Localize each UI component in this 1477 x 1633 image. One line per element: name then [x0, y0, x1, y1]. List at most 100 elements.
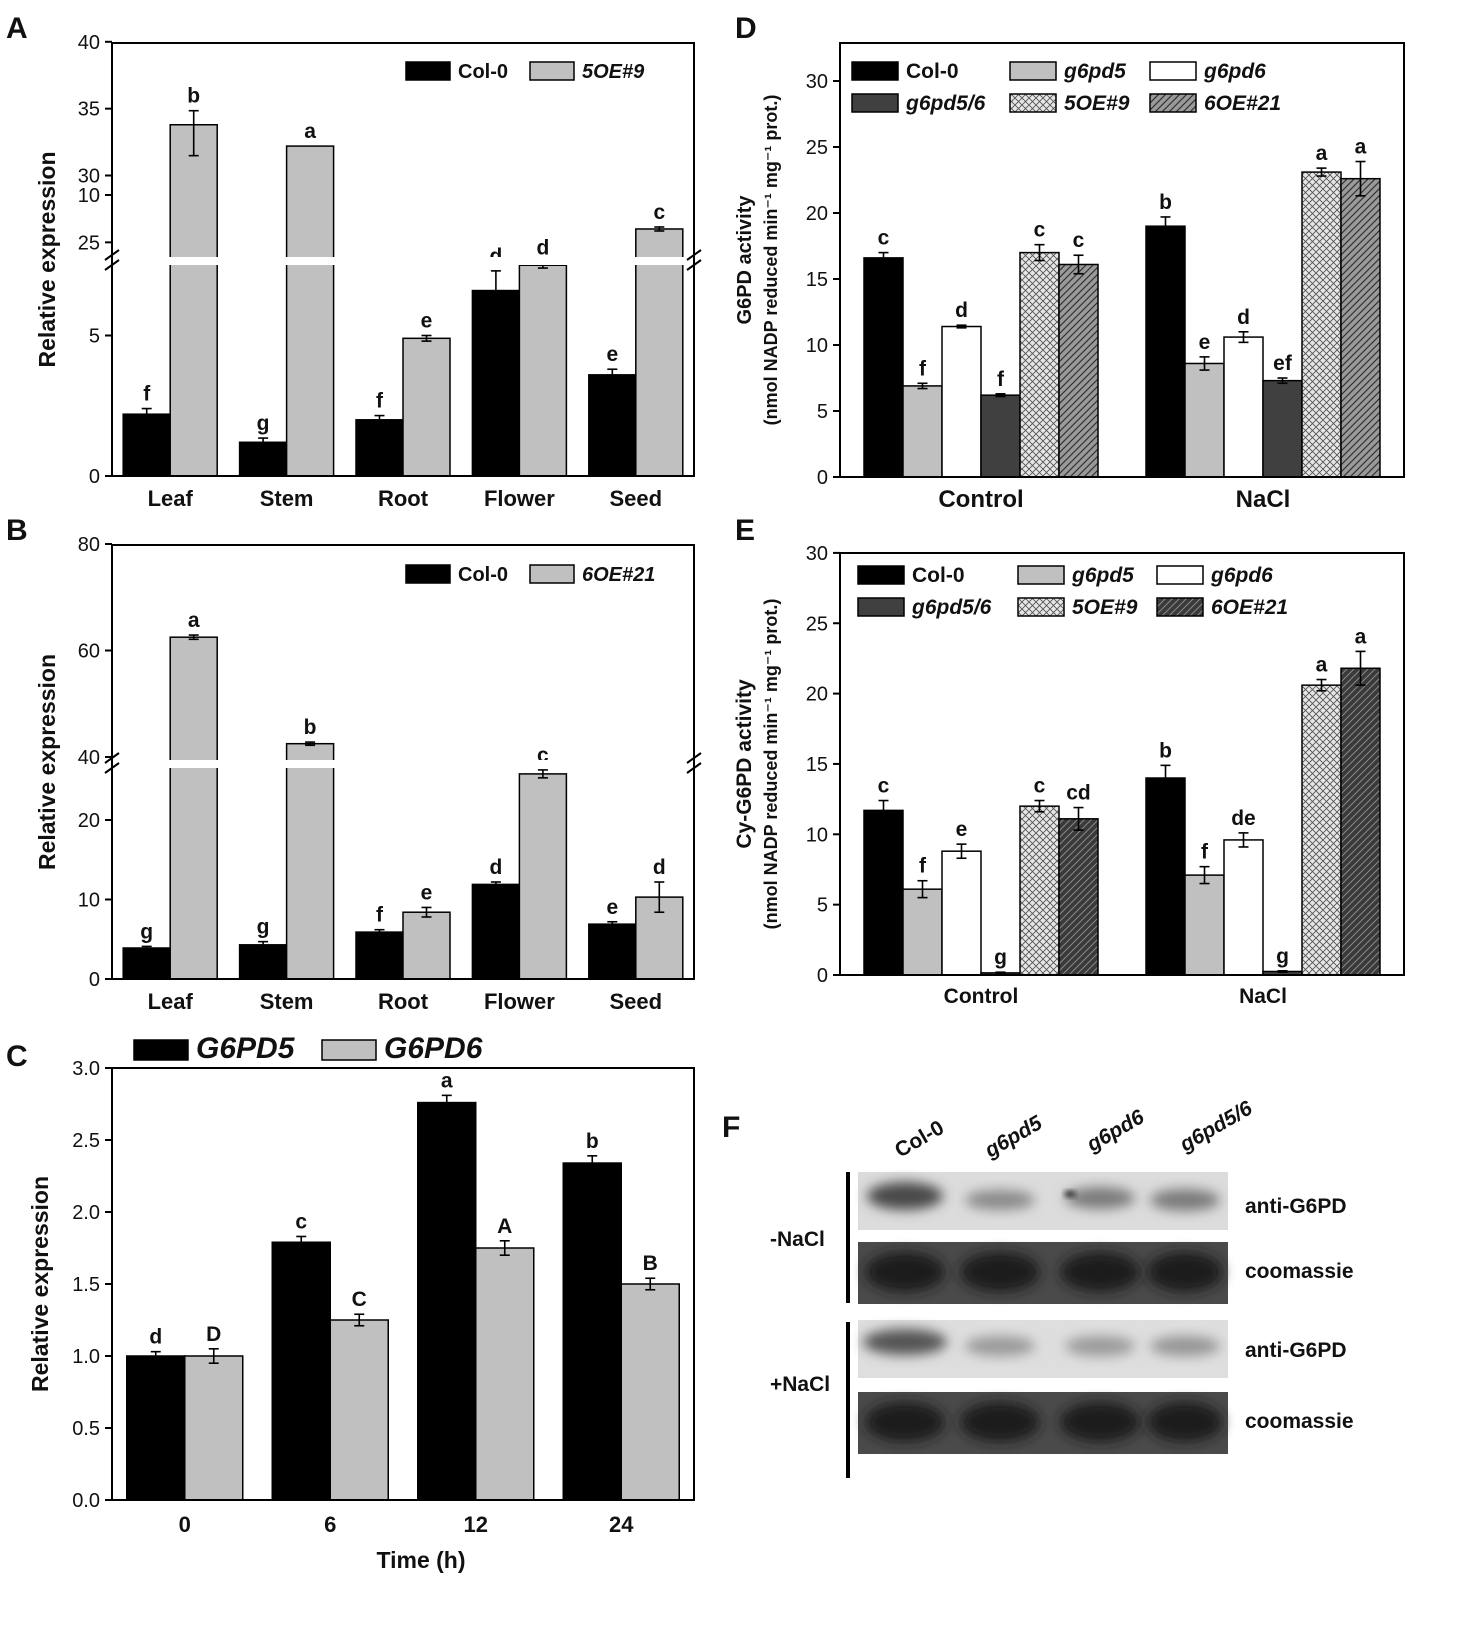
legend-swatch [529, 61, 575, 81]
significance-letter: f [143, 383, 151, 406]
significance-letter: C [352, 1288, 367, 1311]
plot-frame [839, 552, 1405, 976]
significance-letter: c [1034, 219, 1046, 242]
y-tick-label: 25 [806, 137, 828, 159]
significance-letter: b [586, 1130, 599, 1153]
significance-letter: c [1034, 775, 1046, 798]
axis-break-mark [686, 249, 702, 261]
y-tick-label: 1.0 [72, 1346, 100, 1368]
blot-lane-label: g6pd5 [980, 1111, 1046, 1162]
bar [1145, 777, 1186, 976]
bar [126, 1355, 186, 1501]
bar [238, 441, 288, 477]
legend-swatch [1009, 61, 1057, 81]
legend-swatch [321, 1039, 377, 1061]
legend-label: g6pd5 [1063, 60, 1126, 83]
legend-swatch [405, 61, 451, 81]
significance-letter: de [1231, 807, 1256, 830]
y-axis-subtitle: (nmol NADP reduced min⁻¹ mg⁻¹ prot.) [761, 599, 781, 930]
significance-letter: b [187, 85, 200, 108]
significance-letter: g [1276, 945, 1289, 968]
y-tick-label: 30 [806, 543, 828, 565]
bar [122, 947, 171, 980]
y-tick-label: 15 [806, 269, 828, 291]
y-tick-label: 40 [78, 32, 100, 54]
panel-label-a: A [6, 12, 28, 45]
y-tick-label: 40 [78, 747, 100, 769]
y-tick-label: 10 [806, 824, 828, 846]
bar [1340, 177, 1381, 478]
blot-lane-label: g6pd5/6 [1175, 1097, 1256, 1157]
bar [863, 257, 904, 478]
y-axis-title: Relative expression [34, 151, 60, 367]
legend-label: g6pd5/6 [905, 92, 986, 115]
significance-letter: e [606, 896, 618, 919]
significance-letter: e [421, 310, 433, 333]
y-tick-label: 30 [78, 166, 100, 188]
bar [1184, 362, 1225, 478]
legend-label: G6PD6 [384, 1032, 483, 1065]
significance-letter: f [376, 904, 384, 927]
x-tick-label: Control [944, 985, 1019, 1008]
bar [169, 636, 218, 980]
significance-letter: A [497, 1215, 512, 1238]
x-tick-label: Leaf [148, 486, 194, 511]
significance-letter: a [1316, 142, 1328, 165]
bar [417, 1101, 477, 1501]
bar [1145, 225, 1186, 478]
legend-swatch [851, 61, 899, 81]
x-tick-label: Seed [610, 989, 663, 1014]
significance-letter: g [257, 412, 270, 435]
legend-label: 6OE#21 [582, 564, 655, 586]
bar [402, 911, 451, 980]
bar [285, 145, 335, 477]
y-tick-label: 10 [78, 890, 100, 912]
bar [941, 850, 982, 976]
plot-frame [839, 42, 1405, 478]
significance-letter: a [441, 1069, 453, 1092]
significance-letter: a [304, 120, 316, 143]
panel-label-c: C [6, 1040, 28, 1073]
y-axis-title: Relative expression [34, 654, 60, 870]
x-tick-label: Stem [260, 486, 314, 511]
axis-break-mark [104, 762, 120, 774]
legend-label: Col-0 [458, 564, 508, 586]
chart-panel-e: 0 5 10 15 20 25 30 c b f f e de g g c a cd a Control NaCl Cy-… [733, 543, 1405, 1008]
blot-strip-antibody-minus [858, 1172, 1228, 1230]
panel-label-d: D [735, 12, 757, 45]
significance-letter: d [653, 856, 666, 879]
significance-letter: d [536, 236, 549, 259]
legend-label: 6OE#21 [1211, 596, 1288, 619]
legend-swatch [1017, 597, 1065, 617]
y-tick-label: 15 [806, 754, 828, 776]
significance-letter: d [489, 856, 502, 879]
legend-label: 5OE#9 [1064, 92, 1130, 115]
bar [1301, 171, 1342, 478]
legend-label: Col-0 [458, 61, 508, 83]
bar [1223, 336, 1264, 478]
x-tick-label: Leaf [148, 989, 194, 1014]
bar [471, 289, 521, 477]
blot-lane-label: Col-0 [891, 1116, 948, 1162]
bar [271, 1241, 331, 1501]
y-tick-label: 20 [78, 810, 100, 832]
y-tick-label: 2.5 [72, 1130, 100, 1152]
axis-break-gap [113, 760, 693, 768]
significance-letter: a [1355, 136, 1367, 159]
bar [1184, 874, 1225, 976]
bar [169, 124, 218, 477]
plot-frame [111, 42, 695, 477]
bar [475, 1247, 535, 1501]
x-axis-title: Time (h) [376, 1547, 465, 1573]
axis-break-mark [686, 259, 702, 271]
bar [355, 931, 404, 980]
bar [1340, 667, 1381, 976]
significance-letter: cd [1066, 782, 1091, 805]
x-tick-label: Root [378, 989, 429, 1014]
y-tick-label: 0.0 [72, 1490, 100, 1512]
significance-letter: c [1073, 229, 1085, 252]
legend-label: g6pd6 [1203, 60, 1266, 83]
x-tick-label: 24 [609, 1512, 634, 1537]
axis-break-mark [686, 762, 702, 774]
y-tick-label: 35 [78, 99, 100, 121]
